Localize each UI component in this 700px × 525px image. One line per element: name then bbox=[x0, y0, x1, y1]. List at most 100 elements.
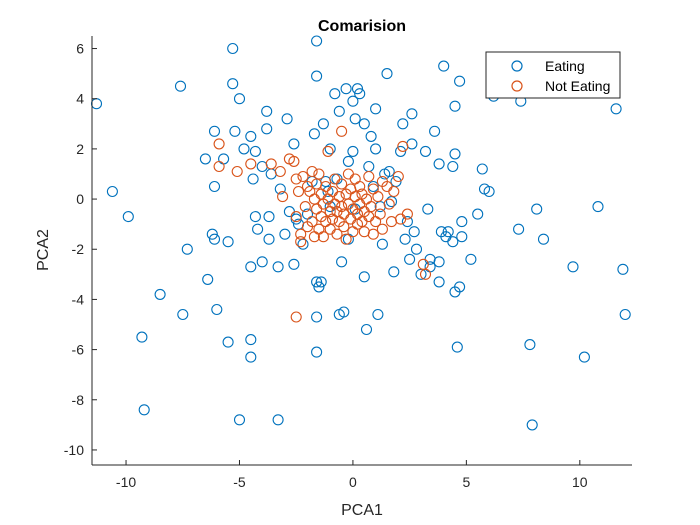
eating-point bbox=[617, 263, 629, 275]
y-tick-label: -4 bbox=[72, 291, 85, 307]
eating-point bbox=[422, 203, 434, 215]
y-tick-label: -8 bbox=[72, 392, 85, 408]
not-eating-point bbox=[295, 228, 307, 240]
y-axis-label: PCA2 bbox=[35, 229, 52, 271]
eating-point bbox=[451, 341, 463, 353]
eating-point bbox=[419, 145, 432, 157]
eating-point bbox=[360, 323, 373, 336]
eating-point bbox=[263, 233, 275, 245]
legend: Eating Not Eating bbox=[485, 51, 621, 99]
not-eating-point bbox=[336, 178, 348, 190]
eating-point bbox=[311, 35, 323, 47]
eating-point bbox=[288, 258, 300, 270]
not-eating-point bbox=[213, 160, 225, 173]
eating-point bbox=[263, 211, 275, 223]
legend-label-not-eating: Not Eating bbox=[545, 78, 610, 94]
eating-point bbox=[274, 183, 286, 195]
not-eating-point bbox=[363, 170, 375, 183]
eating-point bbox=[404, 253, 416, 265]
not-eating-point bbox=[354, 180, 366, 193]
eating-point bbox=[317, 118, 329, 130]
eating-point bbox=[342, 155, 354, 167]
eating-point bbox=[476, 163, 488, 175]
eating-point bbox=[199, 153, 211, 165]
eating-point bbox=[245, 261, 257, 273]
eating-point bbox=[537, 233, 550, 245]
eating-point bbox=[281, 113, 293, 125]
eating-point bbox=[245, 351, 257, 363]
eating-point bbox=[433, 276, 445, 288]
not-eating-point bbox=[340, 233, 352, 245]
x-tick-label: -10 bbox=[116, 474, 136, 490]
not-eating-point bbox=[297, 170, 309, 183]
eating-point bbox=[454, 281, 466, 293]
eating-point bbox=[438, 60, 450, 72]
legend-box bbox=[485, 51, 621, 99]
eating-point bbox=[249, 211, 261, 223]
y-tick-label: 4 bbox=[76, 91, 84, 107]
x-axis-label: PCA1 bbox=[341, 502, 383, 519]
y-tick-label: 6 bbox=[76, 41, 84, 57]
eating-point bbox=[106, 185, 118, 198]
eating-point bbox=[122, 211, 134, 223]
not-eating-point bbox=[376, 223, 388, 235]
legend-label-eating: Eating bbox=[545, 58, 585, 74]
eating-point bbox=[211, 303, 223, 316]
eating-point bbox=[311, 346, 323, 358]
eating-point bbox=[449, 148, 461, 160]
eating-point bbox=[472, 208, 484, 220]
eating-point bbox=[245, 130, 257, 142]
eating-point bbox=[578, 351, 590, 363]
eating-point bbox=[429, 125, 441, 137]
eating-point bbox=[372, 308, 384, 321]
eating-point bbox=[311, 70, 323, 82]
eating-point bbox=[370, 143, 382, 155]
not-eating-point bbox=[265, 158, 277, 170]
y-tick-label: -10 bbox=[64, 442, 84, 458]
eating-point bbox=[272, 414, 284, 426]
eating-point bbox=[395, 145, 407, 157]
not-eating-point bbox=[213, 138, 225, 150]
eating-point bbox=[433, 256, 445, 268]
not-eating-point bbox=[290, 211, 302, 223]
not-eating-series bbox=[213, 125, 432, 323]
eating-point bbox=[233, 414, 246, 426]
eating-point bbox=[349, 113, 361, 125]
not-eating-point bbox=[245, 158, 257, 170]
legend-marker-not-eating bbox=[511, 80, 523, 92]
not-eating-point bbox=[292, 185, 305, 198]
eating-point bbox=[322, 185, 334, 198]
not-eating-point bbox=[290, 173, 302, 185]
eating-point bbox=[367, 180, 379, 193]
y-tick-label: 2 bbox=[76, 141, 84, 157]
eating-point bbox=[354, 88, 366, 100]
axes-frame bbox=[91, 36, 632, 466]
eating-point bbox=[433, 158, 445, 170]
not-eating-point bbox=[290, 311, 302, 323]
eating-point bbox=[252, 223, 264, 235]
not-eating-point bbox=[288, 155, 300, 167]
x-ticks: -10 -5 0 5 10 bbox=[116, 460, 588, 490]
eating-point bbox=[358, 118, 370, 130]
axes-background bbox=[92, 36, 632, 465]
eating-point bbox=[229, 125, 241, 137]
eating-point bbox=[279, 228, 291, 240]
eating-point bbox=[388, 266, 400, 278]
eating-point bbox=[208, 125, 221, 137]
not-eating-point bbox=[317, 231, 329, 243]
eating-point bbox=[442, 226, 454, 238]
x-tick-label: 5 bbox=[462, 474, 470, 490]
eating-point bbox=[288, 138, 300, 150]
eating-point bbox=[222, 336, 234, 348]
not-eating-point bbox=[374, 208, 386, 220]
not-eating-point bbox=[367, 228, 379, 240]
x-tick-label: -5 bbox=[233, 474, 246, 490]
not-eating-point bbox=[336, 125, 348, 137]
y-tick-label: -6 bbox=[72, 342, 85, 358]
eating-point bbox=[261, 123, 273, 135]
eating-point bbox=[483, 185, 495, 198]
eating-point bbox=[370, 103, 382, 115]
eating-point bbox=[385, 196, 398, 208]
eating-point bbox=[247, 173, 259, 185]
